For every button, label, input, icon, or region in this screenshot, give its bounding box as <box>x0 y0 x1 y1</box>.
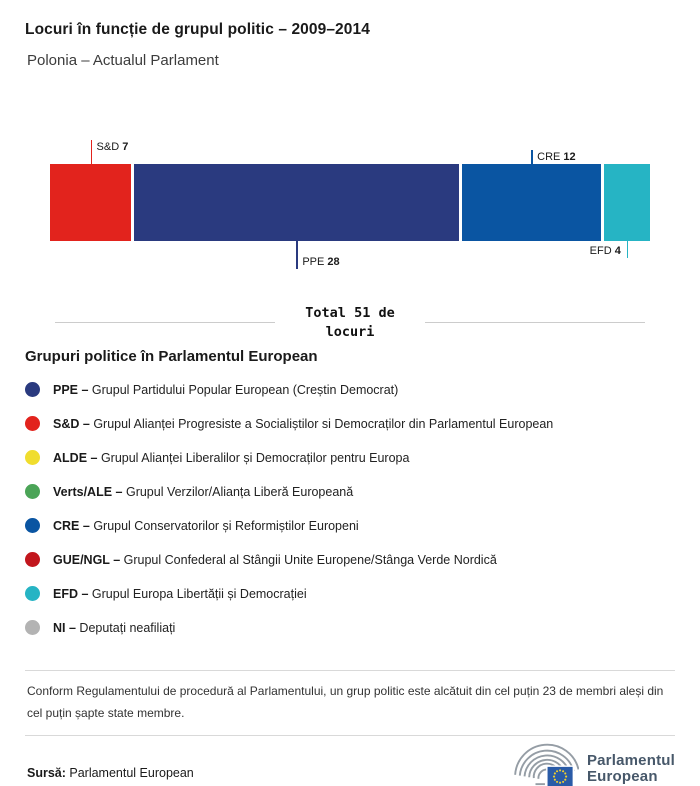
callout-line <box>296 241 298 269</box>
divider-top <box>25 669 675 671</box>
source-label: Sursă: <box>27 766 66 781</box>
callout-label: PPE 28 <box>302 256 340 268</box>
legend-dot <box>25 484 40 500</box>
list-item: Verts/ALE – Grupul Verzilor/Alianța Libe… <box>25 475 675 509</box>
bar-segment-efd: EFD 4 <box>590 164 650 258</box>
legend-label: ALDE – Grupul Alianței Liberalilor și De… <box>53 450 410 465</box>
logo-line2: European <box>586 768 658 786</box>
legend-label: CRE – Grupul Conservatorilor și Reformiș… <box>53 518 359 533</box>
legend-label: S&D – Grupul Alianței Progresiste a Soci… <box>53 416 554 431</box>
legend-label: Verts/ALE – Grupul Verzilor/Alianța Libe… <box>53 484 354 499</box>
callout-line <box>90 140 93 164</box>
legend-label: EFD – Grupul Europa Libertății și Democr… <box>53 586 307 601</box>
total-seats-label: Total 51 de locuri <box>305 305 395 340</box>
legend-label: NI – Deputați neafiliați <box>53 620 176 635</box>
callout-label: S&D 7 <box>96 141 129 153</box>
bar-segment-cre: CRE 12 <box>461 150 601 241</box>
list-item: CRE – Grupul Conservatorilor și Reformiș… <box>25 509 675 543</box>
bar-segment-ppe: PPE 28 <box>134 164 459 269</box>
legend-dot <box>25 416 40 432</box>
total-rule-right <box>424 322 645 324</box>
legend-label: PPE – Grupul Partidului Popular European… <box>53 382 399 397</box>
legend-dot <box>25 620 40 636</box>
page-title: Locuri în funcție de grupul politic – 20… <box>25 21 370 38</box>
european-parliament-logo: Parlamentul European <box>509 743 675 786</box>
total-row: Total 51 de locuri <box>25 304 675 342</box>
legend-heading: Grupuri politice în Parlamentul European <box>25 347 318 365</box>
logo-wordmark: Parlamentul European <box>587 753 675 785</box>
callout-label: EFD 4 <box>589 245 621 257</box>
list-item: EFD – Grupul Europa Libertății și Democr… <box>25 577 675 611</box>
total-rule-left <box>55 322 276 324</box>
source-value: Parlamentul European <box>65 766 194 781</box>
hemicycle-icon <box>514 743 579 786</box>
logo-line1: Parlamentul <box>586 752 675 770</box>
legend-dot <box>25 450 40 466</box>
legend-dot <box>25 518 40 534</box>
callout-line <box>626 241 629 258</box>
list-item: NI – Deputați neafiliați <box>25 611 675 645</box>
callout-label: CRE 12 <box>537 151 576 163</box>
list-item: S&D – Grupul Alianței Progresiste a Soci… <box>25 407 675 441</box>
divider-bottom <box>25 735 675 737</box>
page-subtitle: Polonia – Actualul Parlament <box>27 52 219 69</box>
bar-segment-sd: S&D 7 <box>50 140 132 241</box>
callout-line <box>531 150 533 164</box>
legend-dot <box>25 586 40 602</box>
footer: Sursă: Parlamentul European <box>25 736 675 786</box>
list-item: PPE – Grupul Partidului Popular European… <box>25 373 675 407</box>
legend-dot <box>25 552 40 568</box>
list-item: ALDE – Grupul Alianței Liberalilor și De… <box>25 441 675 475</box>
legend-label: GUE/NGL – Grupul Confederal al Stângii U… <box>53 552 497 567</box>
legend-list: PPE – Grupul Partidului Popular European… <box>25 373 675 645</box>
footnote: Conform Regulamentului de procedură al P… <box>27 683 664 720</box>
stacked-bar: S&D 7 PPE 28 CRE 12 EFD 4 <box>50 140 650 269</box>
source-line: Sursă: Parlamentul European <box>25 766 194 780</box>
legend-dot <box>25 382 40 398</box>
list-item: GUE/NGL – Grupul Confederal al Stângii U… <box>25 543 675 577</box>
